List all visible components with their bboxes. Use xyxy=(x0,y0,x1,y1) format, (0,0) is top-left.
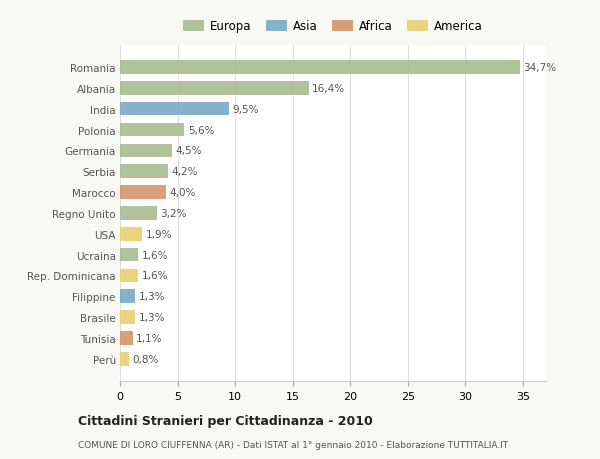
Text: 4,0%: 4,0% xyxy=(170,188,196,198)
Text: 1,6%: 1,6% xyxy=(142,250,169,260)
Text: 0,8%: 0,8% xyxy=(133,354,159,364)
Bar xyxy=(120,123,184,137)
Text: 34,7%: 34,7% xyxy=(523,63,556,73)
Text: COMUNE DI LORO CIUFFENNA (AR) - Dati ISTAT al 1° gennaio 2010 - Elaborazione TUT: COMUNE DI LORO CIUFFENNA (AR) - Dati IST… xyxy=(78,441,508,449)
Bar xyxy=(120,103,229,116)
Text: 1,3%: 1,3% xyxy=(139,291,165,302)
Bar xyxy=(120,248,139,262)
Bar xyxy=(120,352,129,366)
Text: 9,5%: 9,5% xyxy=(233,105,259,114)
Bar xyxy=(120,311,135,324)
Text: 1,3%: 1,3% xyxy=(139,313,165,322)
Bar xyxy=(120,82,309,95)
Bar xyxy=(120,207,157,220)
Text: 5,6%: 5,6% xyxy=(188,125,214,135)
Bar xyxy=(120,144,172,158)
Text: 1,6%: 1,6% xyxy=(142,271,169,281)
Bar xyxy=(120,290,135,303)
Text: 16,4%: 16,4% xyxy=(312,84,346,94)
Text: Cittadini Stranieri per Cittadinanza - 2010: Cittadini Stranieri per Cittadinanza - 2… xyxy=(78,414,373,428)
Bar xyxy=(120,228,142,241)
Text: 3,2%: 3,2% xyxy=(160,208,187,218)
Text: 4,2%: 4,2% xyxy=(172,167,199,177)
Text: 1,9%: 1,9% xyxy=(145,229,172,239)
Bar xyxy=(120,61,520,75)
Bar xyxy=(120,165,169,179)
Bar xyxy=(120,186,166,199)
Bar xyxy=(120,331,133,345)
Text: 1,1%: 1,1% xyxy=(136,333,163,343)
Bar xyxy=(120,269,139,283)
Text: 4,5%: 4,5% xyxy=(175,146,202,156)
Legend: Europa, Asia, Africa, America: Europa, Asia, Africa, America xyxy=(183,20,483,34)
